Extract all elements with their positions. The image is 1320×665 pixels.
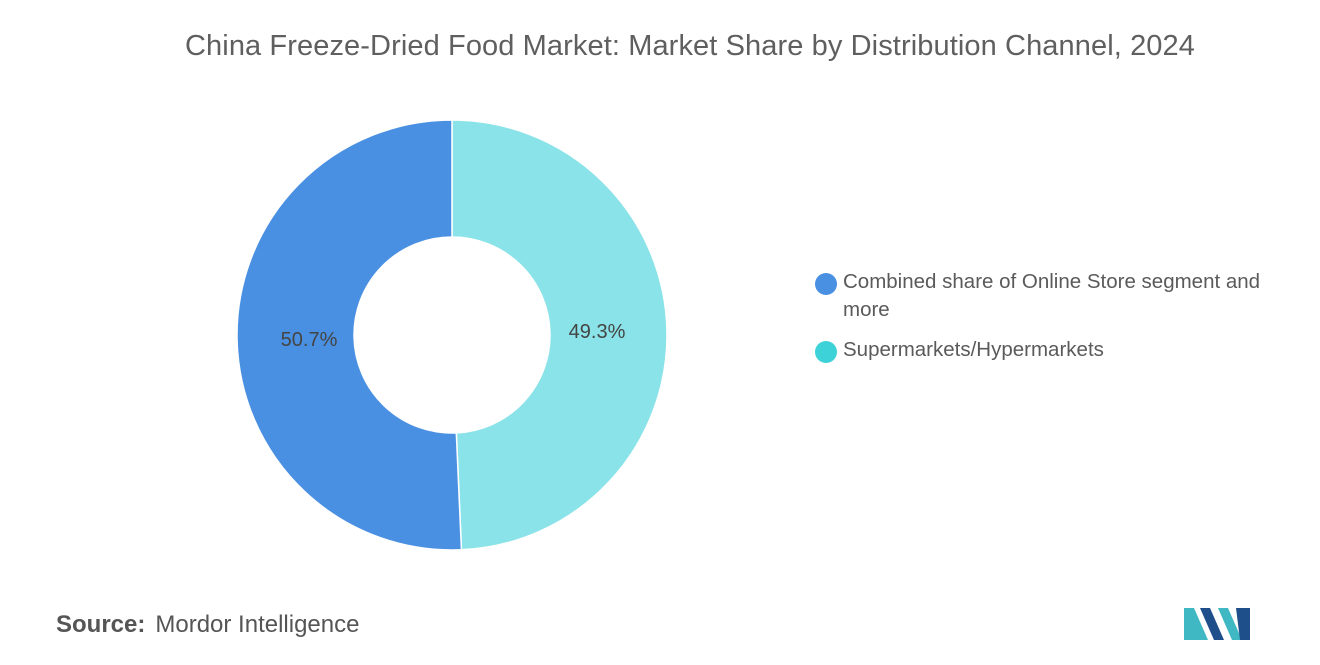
slice-value-label-1: 50.7%: [281, 329, 338, 351]
logo-shape-bar: [1236, 608, 1250, 640]
legend-item-supermarkets: Supermarkets/Hypermarkets: [815, 336, 1285, 364]
legend-swatch-supermarkets: [815, 341, 837, 363]
legend-item-online: Combined share of Online Store segment a…: [815, 268, 1285, 324]
slice-value-label-0: 49.3%: [569, 321, 626, 343]
source-note: Source: Mordor Intelligence: [56, 611, 359, 639]
mordor-intelligence-logo: [1184, 608, 1250, 640]
source-label: Source:: [56, 611, 146, 638]
chart-title: China Freeze-Dried Food Market: Market S…: [185, 30, 1195, 62]
legend-label-online: Combined share of Online Store segment a…: [843, 270, 1261, 321]
legend-swatch-online: [815, 273, 837, 295]
donut-slice-1: [236, 119, 463, 551]
logo-shape-left: [1184, 608, 1208, 640]
source-value: Mordor Intelligence: [155, 611, 360, 638]
donut-labels: 49.3% 50.7%: [281, 321, 626, 351]
donut-slices: [236, 119, 668, 551]
legend-label-supermarkets: Supermarkets/Hypermarkets: [843, 338, 1104, 361]
logo-shape-right: [1218, 608, 1242, 640]
chart-legend: Combined share of Online Store segment a…: [815, 268, 1285, 376]
donut-slice-0: [451, 119, 668, 551]
logo-shape-mid: [1200, 608, 1224, 640]
